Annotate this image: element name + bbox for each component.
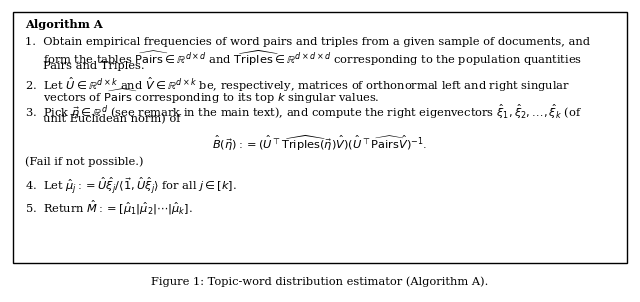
Text: form the tables $\widehat{\mathrm{Pairs}} \in \mathbb{R}^{d \times d}$ and $\wid: form the tables $\widehat{\mathrm{Pairs}…	[25, 49, 582, 68]
Text: 2.  Let $\hat{U} \in \mathbb{R}^{d \times k}$ and $\hat{V} \in \mathbb{R}^{d \ti: 2. Let $\hat{U} \in \mathbb{R}^{d \times…	[25, 76, 570, 94]
Text: unit Euclidean norm) of: unit Euclidean norm) of	[25, 114, 180, 124]
Text: $\hat{B}(\vec{\eta}) := (\hat{U}^\top\widehat{\mathrm{Triples}}(\vec{\eta})\hat{: $\hat{B}(\vec{\eta}) := (\hat{U}^\top\wi…	[212, 133, 428, 153]
Text: vectors of $\widehat{\mathrm{Pairs}}$ corresponding to its top $k$ singular valu: vectors of $\widehat{\mathrm{Pairs}}$ co…	[25, 87, 380, 106]
FancyBboxPatch shape	[13, 12, 627, 263]
Text: 5.  Return $\hat{M} := [\hat{\mu}_1|\hat{\mu}_2|\cdots|\hat{\mu}_k]$.: 5. Return $\hat{M} := [\hat{\mu}_1|\hat{…	[25, 198, 193, 217]
Text: 4.  Let $\hat{\mu}_j := \hat{U}\hat{\xi}_j/\langle\vec{1}, \hat{U}\hat{\xi}_j\ra: 4. Let $\hat{\mu}_j := \hat{U}\hat{\xi}_…	[25, 175, 237, 195]
Text: Figure 1: Topic-word distribution estimator (Algorithm A).: Figure 1: Topic-word distribution estima…	[151, 277, 489, 287]
Text: (Fail if not possible.): (Fail if not possible.)	[25, 157, 144, 168]
Text: Pairs and Triples.: Pairs and Triples.	[25, 61, 145, 71]
Text: Algorithm A: Algorithm A	[25, 19, 103, 30]
Text: 1.  Obtain empirical frequencies of word pairs and triples from a given sample o: 1. Obtain empirical frequencies of word …	[25, 37, 590, 47]
Text: 3.  Pick $\vec{\eta} \in \mathbb{R}^{d}$ (see remark in the main text), and comp: 3. Pick $\vec{\eta} \in \mathbb{R}^{d}$ …	[25, 102, 582, 120]
